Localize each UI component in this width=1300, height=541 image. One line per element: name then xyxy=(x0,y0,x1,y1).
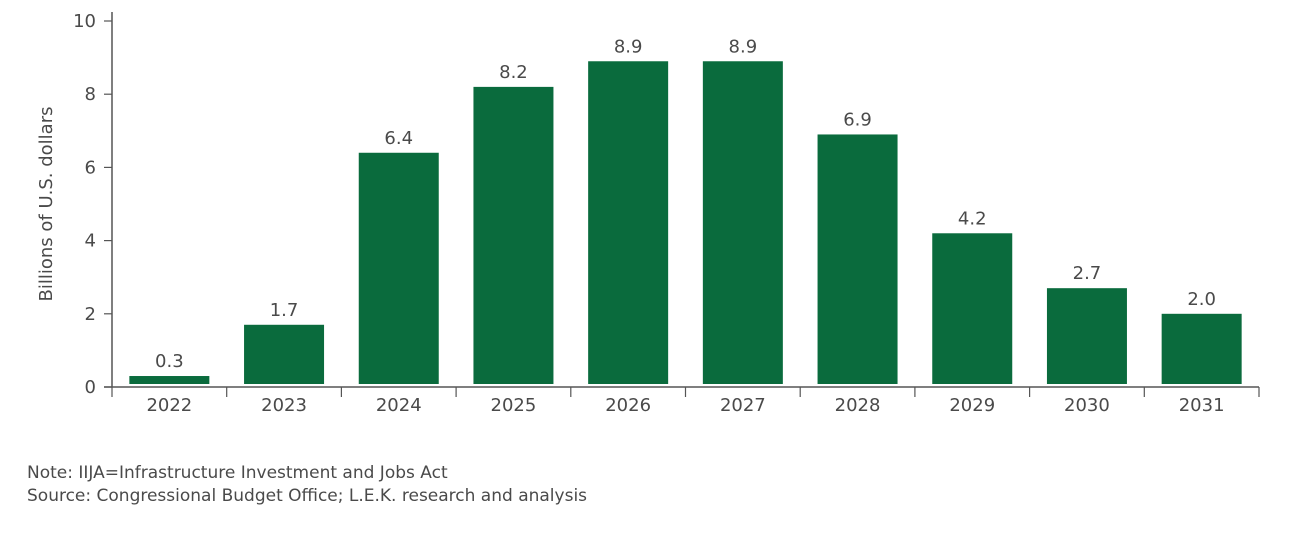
data-label: 6.9 xyxy=(843,109,872,130)
y-tick-label: 10 xyxy=(73,11,96,32)
bar-2029 xyxy=(932,233,1013,384)
bar-2022 xyxy=(129,376,210,384)
x-tick-label: 2024 xyxy=(376,395,422,416)
y-tick-label: 0 xyxy=(85,377,96,398)
bar-2030 xyxy=(1046,288,1127,384)
x-tick-label: 2031 xyxy=(1179,395,1225,416)
data-label: 2.7 xyxy=(1073,263,1102,284)
data-label: 4.2 xyxy=(958,208,987,229)
bar-2023 xyxy=(244,324,325,384)
data-label: 2.0 xyxy=(1187,289,1216,310)
source-text: Source: Congressional Budget Office; L.E… xyxy=(27,486,588,506)
y-tick-label: 4 xyxy=(85,231,96,252)
x-tick-label: 2028 xyxy=(835,395,881,416)
data-label: 8.2 xyxy=(499,62,528,83)
x-tick-label: 2029 xyxy=(949,395,995,416)
note-text: Note: IIJA=Infrastructure Investment and… xyxy=(27,463,448,483)
x-tick-label: 2022 xyxy=(146,395,192,416)
data-label: 1.7 xyxy=(270,300,299,321)
y-tick-label: 2 xyxy=(85,304,96,325)
bar-2026 xyxy=(588,61,669,384)
y-axis-label: Billions of U.S. dollars xyxy=(36,107,57,302)
x-tick-label: 2027 xyxy=(720,395,766,416)
bar-2027 xyxy=(702,61,783,384)
data-label: 6.4 xyxy=(384,128,413,149)
x-tick-label: 2025 xyxy=(491,395,537,416)
x-tick-label: 2030 xyxy=(1064,395,1110,416)
data-label: 0.3 xyxy=(155,351,184,372)
x-tick-label: 2023 xyxy=(261,395,307,416)
y-tick-label: 6 xyxy=(85,157,96,178)
bar-2025 xyxy=(473,86,554,384)
bar-2031 xyxy=(1161,313,1242,384)
data-label: 8.9 xyxy=(614,36,643,57)
bar-chart: Billions of U.S. dollars 0 2 4 6 8 10 0.3 2022 1… xyxy=(36,11,1260,416)
bar-2024 xyxy=(358,152,439,384)
bar-2028 xyxy=(817,134,898,384)
x-tick-label: 2026 xyxy=(605,395,651,416)
y-tick-label: 8 xyxy=(85,84,96,105)
data-label: 8.9 xyxy=(729,36,758,57)
